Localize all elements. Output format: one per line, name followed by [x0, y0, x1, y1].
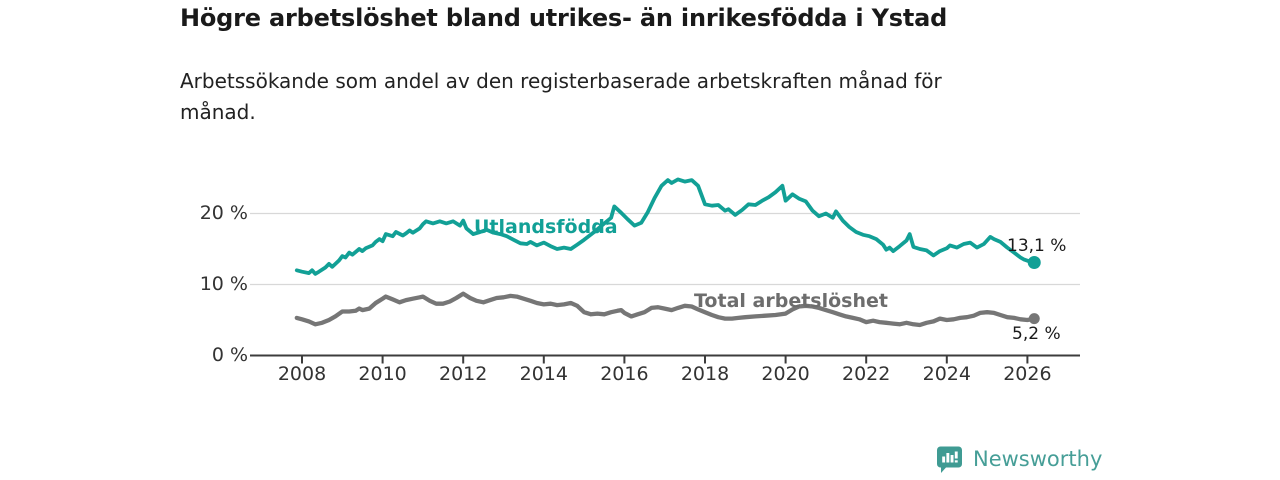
series-end-dot-utlandsfodda [1027, 255, 1041, 269]
chart-title: Högre arbetslöshet bland utrikes- än inr… [180, 4, 948, 32]
series-label-total-arbetsloshet: Total arbetslöshet [694, 290, 888, 312]
x-axis-label-2026: 2026 [1003, 363, 1052, 385]
x-axis-label-2016: 2016 [600, 363, 649, 385]
x-axis-label-2008: 2008 [277, 363, 327, 385]
newsworthy-speech-bubble-bar-chart-icon [937, 446, 962, 473]
chart-subtitle-line2: månad. [180, 100, 256, 124]
x-axis-label-2010: 2010 [358, 363, 407, 385]
x-axis-label-2020: 2020 [761, 363, 810, 385]
x-axis-label-2024: 2024 [922, 363, 971, 385]
end-value-label-total-arbetsloshet: 5,2 % [1012, 324, 1061, 344]
series-line-total-arbetsloshet [294, 291, 1037, 328]
y-axis-label-10: 10 % [199, 272, 248, 295]
series-end-dot-total-arbetsloshet [1028, 313, 1040, 325]
newsworthy-logo: Newsworthy [936, 445, 1102, 473]
y-axis-label-0: 0 % [211, 343, 248, 366]
x-axis-label-2014: 2014 [519, 363, 568, 385]
x-axis-label-2018: 2018 [680, 363, 730, 385]
newsworthy-logo-text: Newsworthy [973, 447, 1103, 471]
chart-subtitle-line1: Arbetssökande som andel av den registerb… [180, 69, 942, 93]
chart-subtitle: Arbetssökande som andel av den registerb… [180, 66, 1110, 128]
series-line-utlandsfodda [294, 177, 1037, 276]
x-axis-label-2022: 2022 [842, 363, 891, 385]
series-label-utlandsfodda: Utlandsfödda [474, 216, 618, 238]
x-axis-label-2012: 2012 [439, 363, 488, 385]
end-value-label-utlandsfodda: 13,1 % [1007, 236, 1067, 256]
y-axis-label-20: 20 % [199, 201, 248, 224]
